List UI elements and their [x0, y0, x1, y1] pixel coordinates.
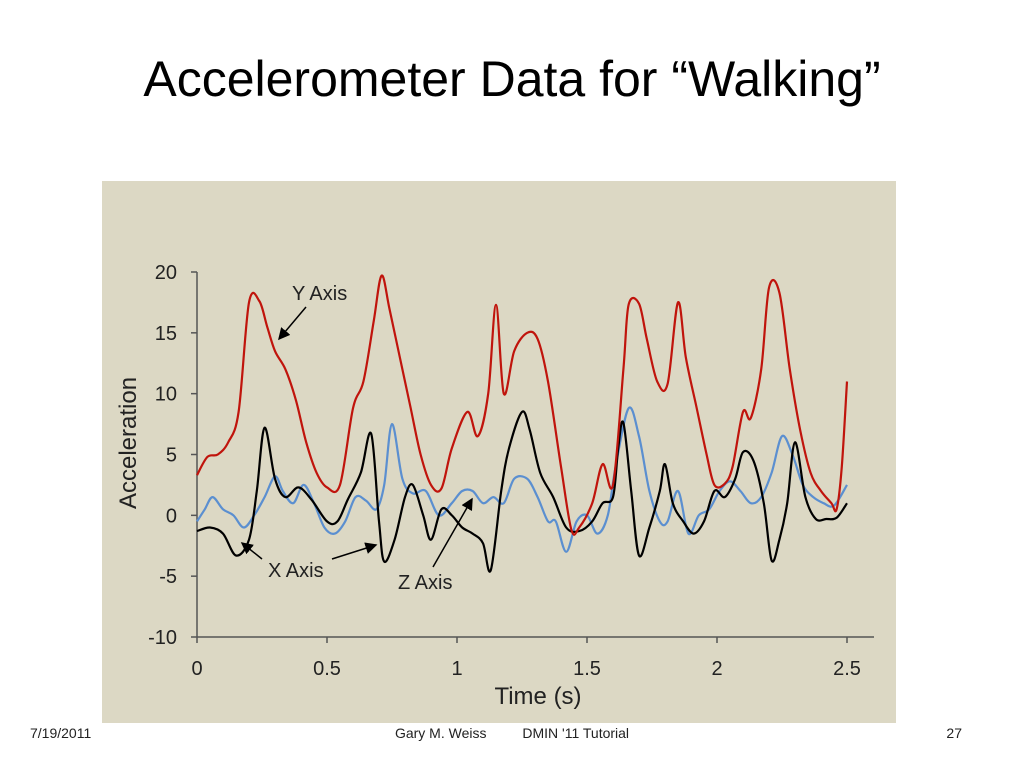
- axes: -10 -5 0 5 10 15 20 0 0.5 1 1.5 2 2.5: [148, 262, 874, 680]
- x-tick-label: 2: [711, 658, 722, 680]
- x-axis-title: Time (s): [494, 683, 581, 710]
- slide-title: Accelerometer Data for “Walking”: [143, 51, 881, 107]
- footer-page-number: 27: [946, 725, 962, 741]
- series-line-z-axis: [196, 406, 848, 553]
- annotation-label-x-axis: X Axis: [268, 560, 324, 582]
- x-tick-label: 0: [191, 658, 202, 680]
- y-tick-label: 10: [155, 384, 177, 406]
- x-tick-label: 0.5: [313, 658, 341, 680]
- y-tick-label: 0: [166, 505, 177, 527]
- chart-panel: -10 -5 0 5 10 15 20 0 0.5 1 1.5 2 2.5 Y Axis X Axis Z …: [102, 181, 896, 723]
- y-tick-label: 20: [155, 262, 177, 284]
- annotation-label-y-axis: Y Axis: [292, 283, 347, 305]
- x-tick-label: 1.5: [573, 658, 601, 680]
- annotations: Y Axis X Axis Z Axis: [240, 283, 473, 594]
- series-lines: [196, 274, 849, 573]
- annotation-arrow-z-axis: [432, 497, 473, 568]
- y-axis-title: Acceleration: [115, 377, 142, 509]
- annotation-label-z-axis: Z Axis: [398, 572, 452, 594]
- footer-author: Gary M. Weiss: [394, 725, 487, 741]
- x-tick-label: 1: [451, 658, 462, 680]
- series-line-x-axis: [196, 410, 848, 573]
- annotation-arrow-y-axis: [278, 306, 307, 341]
- footer-event: DMIN '11 Tutorial: [522, 725, 630, 741]
- y-tick-label: -10: [148, 627, 177, 649]
- x-tick-label: 2.5: [833, 658, 861, 680]
- series-line-y-axis: [196, 274, 849, 536]
- footer-center: Gary M. Weiss DMIN '11 Tutorial: [0, 725, 1024, 741]
- annotation-arrow-x-axis: [331, 542, 378, 560]
- annotation-arrow-x-axis: [240, 542, 263, 560]
- y-tick-label: 5: [166, 445, 177, 467]
- footer-date: 7/19/2011: [30, 725, 92, 741]
- y-tick-label: 15: [155, 323, 177, 345]
- y-tick-label: -5: [159, 566, 177, 588]
- accelerometer-line-chart: -10 -5 0 5 10 15 20 0 0.5 1 1.5 2 2.5 Y Axis X Axis Z …: [115, 262, 874, 710]
